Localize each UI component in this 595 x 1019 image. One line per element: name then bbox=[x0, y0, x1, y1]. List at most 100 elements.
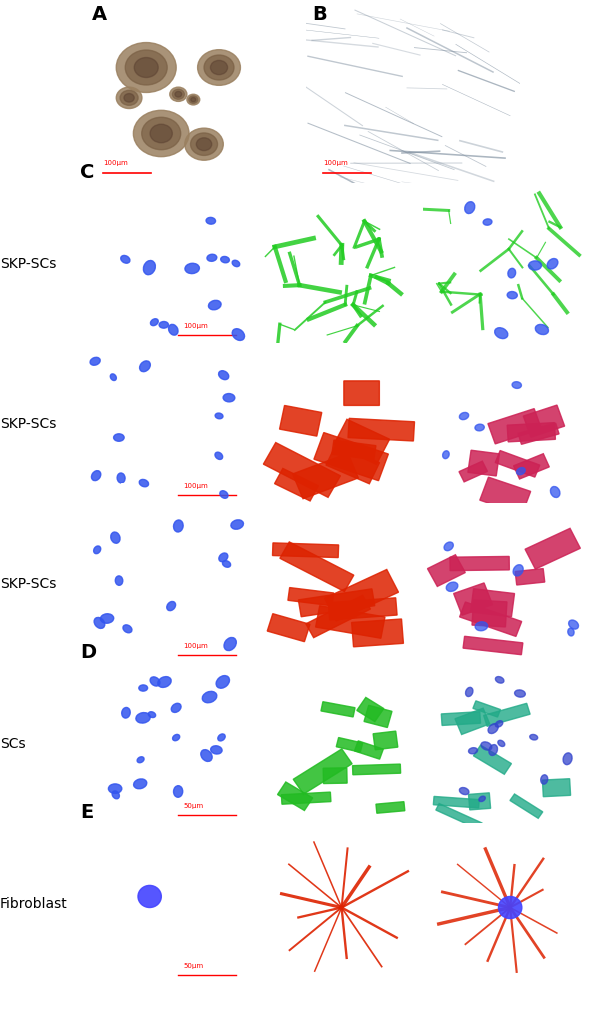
Ellipse shape bbox=[123, 625, 132, 633]
Ellipse shape bbox=[108, 784, 122, 794]
Polygon shape bbox=[323, 767, 347, 784]
Polygon shape bbox=[280, 406, 322, 436]
Ellipse shape bbox=[111, 532, 120, 543]
Text: C: C bbox=[80, 163, 95, 182]
Ellipse shape bbox=[443, 450, 449, 459]
Polygon shape bbox=[293, 749, 352, 794]
Ellipse shape bbox=[151, 319, 158, 326]
Circle shape bbox=[142, 117, 181, 150]
Ellipse shape bbox=[167, 601, 176, 610]
Circle shape bbox=[196, 138, 212, 151]
Ellipse shape bbox=[174, 786, 183, 797]
Ellipse shape bbox=[569, 620, 578, 629]
Ellipse shape bbox=[150, 677, 160, 686]
Text: D: D bbox=[80, 643, 96, 662]
Ellipse shape bbox=[159, 322, 168, 328]
Text: Vimentin: Vimentin bbox=[93, 962, 156, 975]
Polygon shape bbox=[463, 636, 523, 655]
Ellipse shape bbox=[122, 707, 130, 718]
Polygon shape bbox=[436, 804, 482, 829]
Circle shape bbox=[124, 94, 134, 102]
Polygon shape bbox=[373, 731, 398, 750]
Ellipse shape bbox=[465, 688, 473, 697]
Polygon shape bbox=[484, 703, 530, 727]
Ellipse shape bbox=[117, 473, 125, 483]
Ellipse shape bbox=[215, 452, 223, 460]
Ellipse shape bbox=[232, 329, 245, 340]
Ellipse shape bbox=[547, 259, 558, 269]
Circle shape bbox=[120, 91, 138, 105]
Circle shape bbox=[191, 98, 196, 102]
Text: Fibroblast: Fibroblast bbox=[0, 898, 68, 911]
Ellipse shape bbox=[114, 434, 124, 441]
Text: B: B bbox=[312, 5, 327, 24]
Text: MBP: MBP bbox=[93, 642, 124, 655]
Text: 50μm: 50μm bbox=[183, 963, 203, 969]
Ellipse shape bbox=[110, 374, 117, 380]
Polygon shape bbox=[524, 406, 565, 437]
Ellipse shape bbox=[206, 217, 215, 224]
Ellipse shape bbox=[207, 254, 217, 261]
Polygon shape bbox=[450, 556, 509, 571]
Ellipse shape bbox=[137, 757, 144, 763]
Text: GFAP: GFAP bbox=[93, 482, 129, 495]
Polygon shape bbox=[328, 598, 397, 620]
Polygon shape bbox=[364, 705, 392, 728]
Polygon shape bbox=[473, 701, 500, 717]
Circle shape bbox=[187, 95, 200, 105]
Ellipse shape bbox=[112, 791, 120, 799]
Polygon shape bbox=[357, 697, 384, 721]
Ellipse shape bbox=[221, 257, 229, 263]
Polygon shape bbox=[376, 802, 405, 813]
Ellipse shape bbox=[459, 788, 469, 795]
Polygon shape bbox=[326, 444, 380, 484]
Polygon shape bbox=[325, 570, 399, 621]
Polygon shape bbox=[306, 595, 371, 638]
Polygon shape bbox=[298, 589, 375, 616]
Ellipse shape bbox=[218, 734, 226, 741]
Polygon shape bbox=[515, 569, 545, 585]
Circle shape bbox=[133, 110, 189, 157]
Ellipse shape bbox=[488, 723, 498, 734]
Ellipse shape bbox=[515, 690, 525, 697]
Ellipse shape bbox=[211, 746, 222, 754]
Ellipse shape bbox=[158, 677, 171, 688]
Circle shape bbox=[499, 897, 522, 918]
Polygon shape bbox=[267, 613, 310, 642]
Polygon shape bbox=[332, 440, 376, 460]
Text: 50μm: 50μm bbox=[183, 803, 203, 809]
Circle shape bbox=[116, 88, 142, 109]
Circle shape bbox=[211, 60, 227, 74]
Polygon shape bbox=[441, 711, 481, 726]
Ellipse shape bbox=[224, 638, 236, 650]
Polygon shape bbox=[314, 432, 389, 481]
Ellipse shape bbox=[174, 520, 183, 532]
Polygon shape bbox=[459, 462, 487, 482]
Ellipse shape bbox=[201, 750, 212, 761]
Circle shape bbox=[150, 124, 173, 143]
Circle shape bbox=[175, 92, 181, 97]
Polygon shape bbox=[513, 453, 549, 479]
Polygon shape bbox=[315, 605, 385, 638]
Ellipse shape bbox=[148, 711, 156, 717]
Polygon shape bbox=[274, 469, 318, 501]
Polygon shape bbox=[348, 419, 415, 441]
Ellipse shape bbox=[444, 542, 453, 550]
Ellipse shape bbox=[550, 486, 560, 497]
Ellipse shape bbox=[219, 553, 228, 561]
Ellipse shape bbox=[202, 691, 217, 703]
Circle shape bbox=[170, 88, 187, 102]
Text: A: A bbox=[92, 5, 107, 24]
Polygon shape bbox=[352, 764, 400, 774]
Ellipse shape bbox=[489, 745, 497, 755]
Polygon shape bbox=[459, 602, 522, 637]
Ellipse shape bbox=[494, 328, 508, 338]
Polygon shape bbox=[321, 702, 355, 717]
Ellipse shape bbox=[215, 413, 223, 419]
Ellipse shape bbox=[513, 565, 523, 576]
Polygon shape bbox=[355, 741, 383, 759]
Ellipse shape bbox=[475, 424, 484, 431]
Ellipse shape bbox=[475, 622, 488, 631]
Ellipse shape bbox=[218, 371, 228, 380]
Polygon shape bbox=[427, 554, 465, 586]
